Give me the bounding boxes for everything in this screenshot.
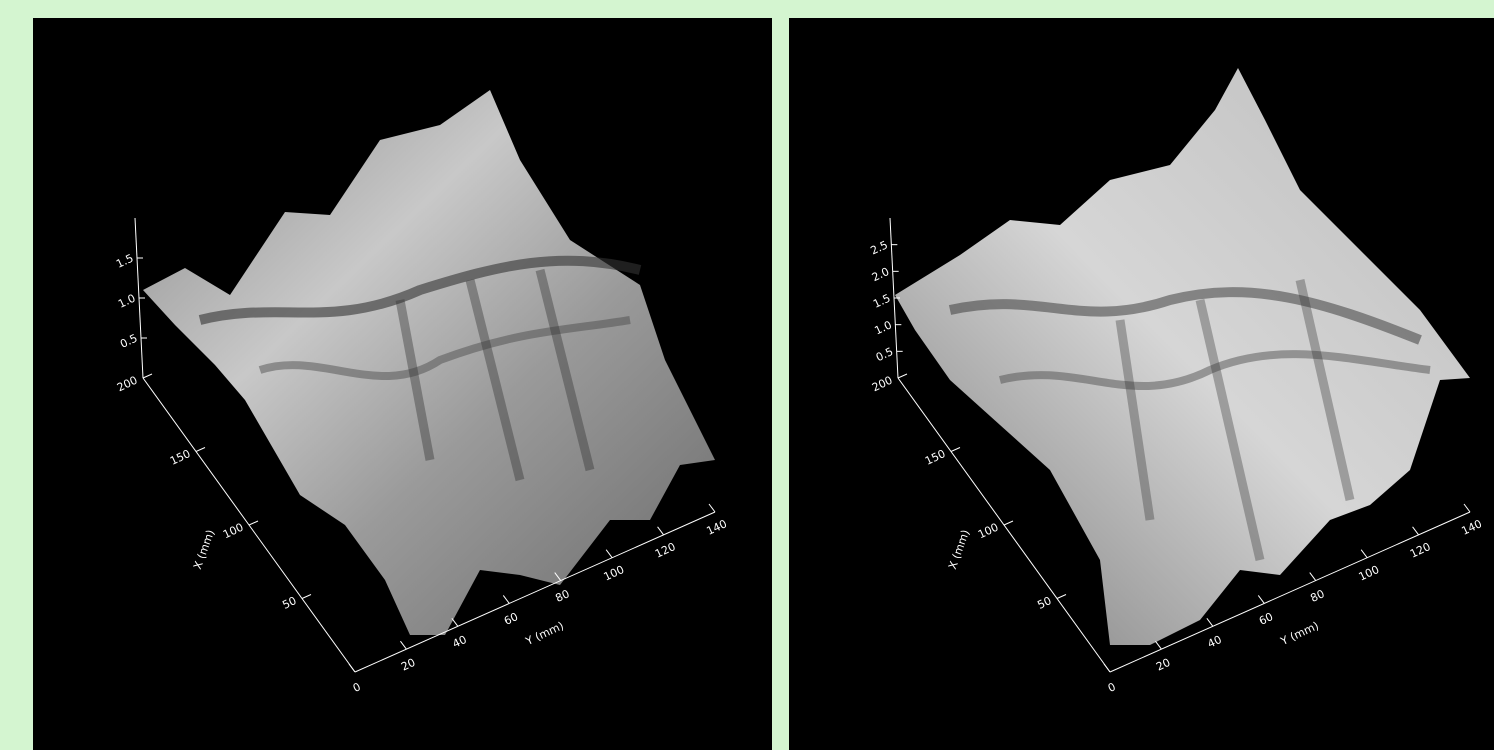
- y-tick: [1360, 549, 1368, 559]
- y-axis: [1109, 511, 1471, 673]
- y-tick-label: 80: [1308, 587, 1326, 605]
- y-axis: [354, 511, 716, 673]
- y-tick: [1412, 526, 1419, 536]
- y-tick-label: 0: [351, 680, 363, 695]
- y-tick: [1206, 617, 1214, 627]
- y-tick-label: 40: [451, 633, 469, 651]
- y-tick: [1309, 572, 1317, 581]
- y-tick: [708, 503, 716, 513]
- y-tick-label: 60: [1257, 610, 1275, 628]
- x-tick-label: 50: [1035, 594, 1053, 612]
- surface: [895, 68, 1470, 645]
- y-tick-label: 20: [399, 656, 417, 674]
- y-tick: [554, 572, 562, 581]
- x-tick: [950, 447, 961, 452]
- x-tick: [142, 373, 153, 379]
- y-tick-label: 60: [502, 610, 520, 628]
- y-tick: [1257, 595, 1265, 604]
- surface: [143, 90, 715, 635]
- y-tick: [451, 617, 459, 627]
- y-tick: [348, 663, 356, 673]
- x-tick-label: 50: [280, 594, 298, 612]
- y-tick-label: 80: [553, 587, 571, 605]
- y-tick: [657, 526, 664, 536]
- y-tick: [502, 595, 510, 604]
- y-tick: [1155, 640, 1162, 650]
- y-tick-label: 40: [1206, 633, 1224, 651]
- x-tick: [248, 520, 259, 526]
- y-tick-label: 20: [1154, 656, 1172, 674]
- x-tick: [897, 373, 908, 379]
- x-tick: [301, 594, 312, 599]
- y-tick: [605, 549, 613, 559]
- y-tick-label: 0: [1106, 680, 1118, 695]
- x-tick: [195, 447, 206, 452]
- y-tick: [1103, 663, 1111, 673]
- x-tick: [1056, 594, 1067, 599]
- x-tick: [1003, 520, 1014, 526]
- y-tick: [1463, 503, 1471, 513]
- y-tick: [400, 640, 407, 650]
